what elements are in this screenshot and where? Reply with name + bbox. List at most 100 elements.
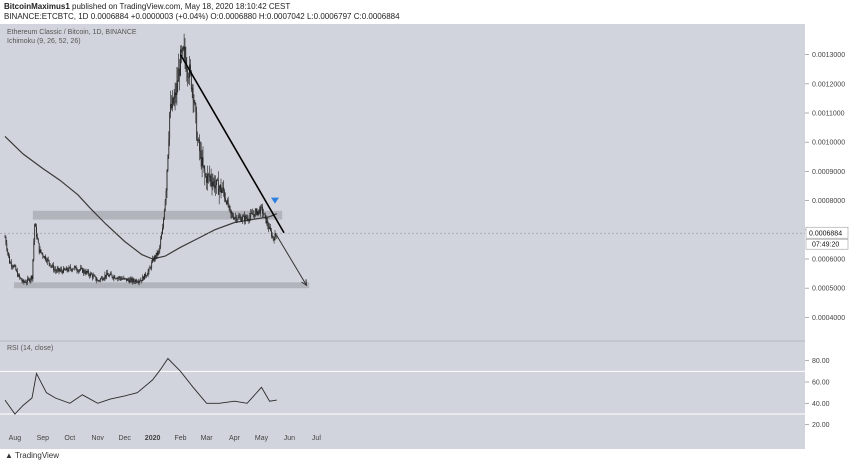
candle-body [190,71,192,90]
time-tick-label: Mar [201,435,214,442]
candle-body [223,187,225,192]
candle-body [253,214,254,216]
footer: ▲ TradingView [0,449,850,464]
candle-body [181,48,183,53]
candle-body [232,214,234,217]
candle-body [261,206,262,208]
candle-body [133,279,135,282]
candle-body [266,221,268,223]
candle-body [183,46,185,50]
candle-body [81,268,82,269]
candle-body [137,282,139,283]
time-tick-label: Nov [91,435,104,442]
candle-body [114,276,116,279]
candle-body [28,278,29,280]
candle-body [11,265,13,267]
candle-body [112,277,114,279]
candle-body [76,270,78,271]
candle-body [193,99,195,104]
candle-body [274,233,276,241]
candle-body [206,176,207,183]
candle-body [77,270,79,272]
candle-body [97,280,99,282]
candle-body [118,277,120,278]
time-tick-label: 2020 [145,435,161,442]
candle-body [243,215,244,217]
candle-body [66,267,68,271]
candle-body [235,216,237,221]
price-tick-label: 0.0010000 [812,140,845,147]
candle-body [69,267,71,269]
candle-body [202,157,204,166]
candle-body [212,182,214,186]
candle-body [198,139,199,141]
candle-body [65,267,67,271]
projection-arrowhead [301,279,308,287]
descending-trendline [179,54,285,234]
candle-body [60,269,62,271]
candle-body [150,267,152,269]
candle-body [144,273,145,280]
candle-body [259,209,261,214]
candle-body [44,256,45,258]
candle-body [225,198,226,202]
chart-panel[interactable] [0,24,805,449]
indicator-legend[interactable]: Ichimoku (9, 26, 52, 26) [7,38,81,45]
candle-body [145,273,146,277]
rsi-tick-label: 60.00 [812,380,830,387]
tradingview-logo[interactable]: ▲ TradingView [5,451,59,460]
candle-body [248,219,250,221]
candle-body [100,277,102,279]
rsi-legend[interactable]: RSI (14, close) [7,345,54,352]
candle-body [201,157,203,167]
candle-body [138,281,140,283]
candle-body [33,241,35,260]
candle-body [17,271,18,277]
time-tick-label: Jun [284,435,295,442]
candle-body [41,252,43,254]
candle-body [222,187,224,191]
candle-body [106,272,108,277]
candle-body [244,215,245,221]
candle-body [125,278,126,280]
brand-name: TradingView [15,451,60,460]
candle-body [116,278,117,280]
author-name[interactable]: BitcoinMaximus1 [4,2,70,11]
candle-body [215,185,216,189]
time-tick-label: Dec [118,435,131,442]
candle-body [135,280,136,283]
candle-body [117,277,118,279]
candle-body [87,271,89,273]
candle-body [160,239,162,246]
candle-body [102,279,104,281]
candle-body [164,200,166,211]
candle-body [55,269,56,271]
candle-body [16,270,18,272]
candle-body [39,249,41,253]
candle-body [217,179,218,181]
close-value: 0.0006884 [361,12,400,21]
candle-body [173,98,175,104]
open-value: 0.0006880 [218,12,257,21]
candle-body [211,181,213,186]
candle-body [219,185,221,189]
rsi-tick-label: 80.00 [812,358,830,365]
published-text: published on TradingView.com, May 18, 20… [72,2,291,11]
countdown-label: 07:49:20 [812,242,839,249]
candle-body [149,267,151,269]
candle-body [250,212,252,217]
candle-body [103,278,105,280]
candle-body [48,260,50,264]
candle-body [276,234,278,236]
candle-body [31,276,33,279]
price-tick-label: 0.0004000 [812,315,845,322]
candle-body [139,280,141,282]
candle-body [192,87,194,100]
candle-body [158,250,160,252]
candle-body [23,280,25,283]
candle-body [93,275,95,277]
candle-body [120,278,122,280]
candle-body [237,217,239,220]
candle-body [37,236,38,239]
